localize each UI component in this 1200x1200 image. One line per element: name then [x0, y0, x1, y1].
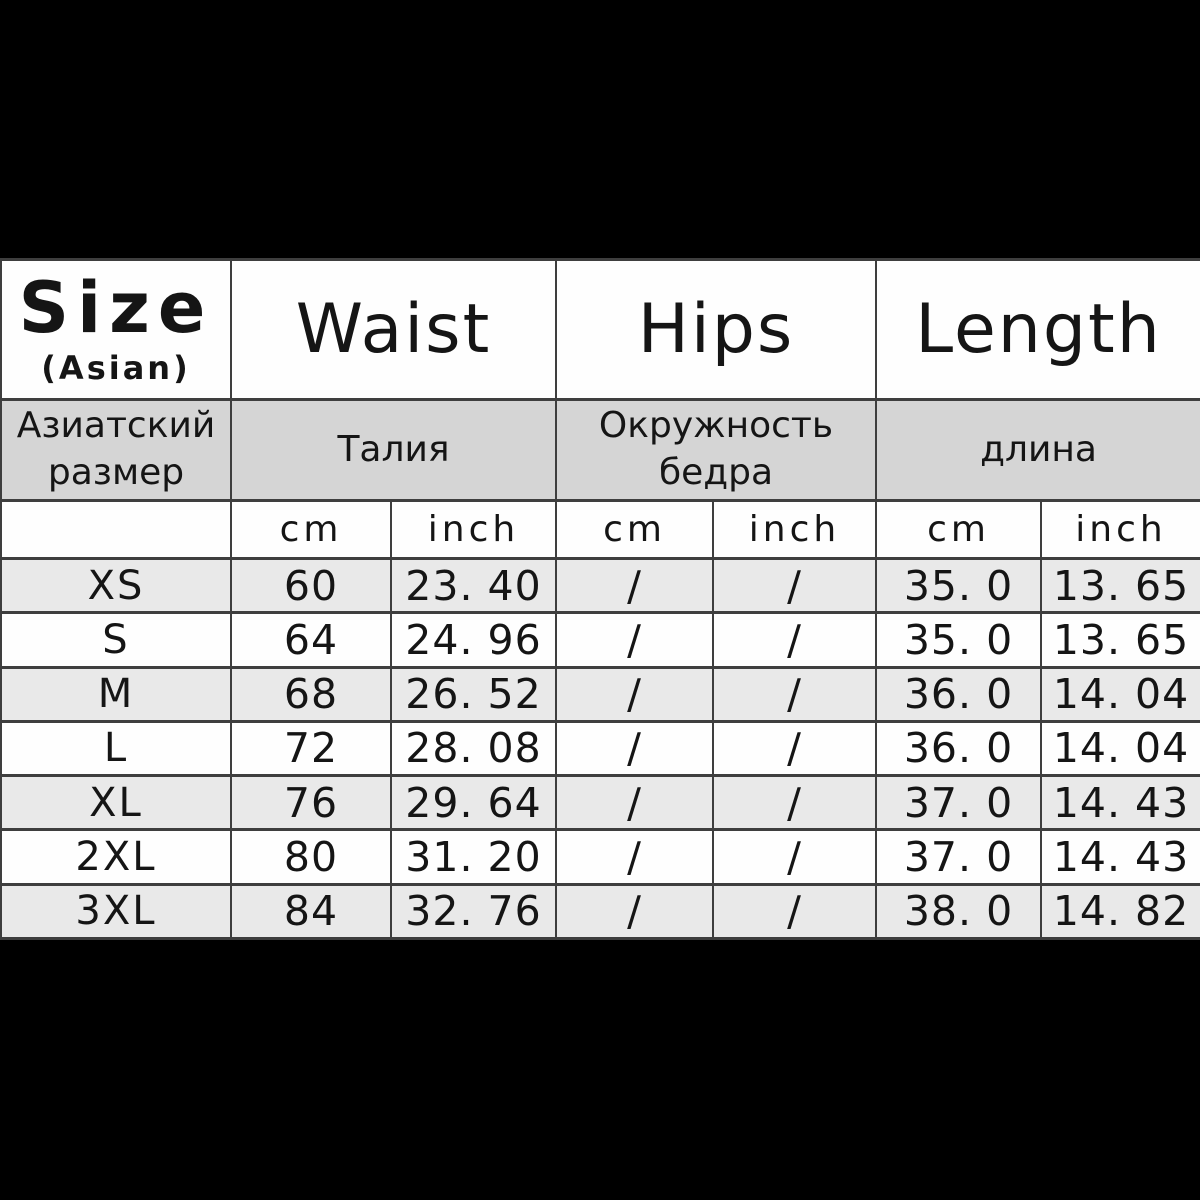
size-row-2xl: 2XL 80 31. 20 / / 37. 0 14. 43	[0, 828, 1200, 886]
hips-cm-value: /	[555, 774, 715, 832]
hips-cm-value: /	[555, 828, 715, 886]
header-hips-russian-cell: Окружность бедра	[555, 398, 878, 502]
length-cm-value: 35. 0	[875, 556, 1043, 615]
header-hips-russian-label: Окружность бедра	[598, 405, 834, 493]
hips-inch-value: /	[712, 828, 878, 886]
header-size-label: Size	[18, 266, 214, 349]
waist-cm-value: 84	[230, 882, 392, 941]
waist-cm-value: 76	[230, 774, 392, 832]
hips-inch-value: /	[712, 719, 878, 778]
length-cm-value: 37. 0	[875, 774, 1043, 832]
length-cm-value: 36. 0	[875, 719, 1043, 778]
header-size-cell: Size (Asian)	[0, 258, 232, 401]
length-inch-value: 14. 43	[1040, 774, 1200, 832]
size-row-3xl: 3XL 84 32. 76 / / 38. 0 14. 82	[0, 882, 1200, 941]
header-size-russian-label: Азиатский размер	[16, 405, 216, 493]
waist-inch-unit-label: inch	[389, 499, 558, 560]
waist-cm-value: 72	[230, 719, 392, 778]
length-cm-value: 37. 0	[875, 828, 1043, 886]
waist-cm-value: 64	[230, 611, 392, 669]
bottom-letterbox-bar	[0, 940, 1200, 1200]
size-value: XL	[0, 774, 232, 832]
length-cm-unit-label: cm	[875, 499, 1043, 560]
header-length-label: Length	[875, 258, 1200, 401]
length-inch-unit-label: inch	[1040, 499, 1200, 560]
waist-inch-value: 28. 08	[389, 719, 558, 778]
header-length-russian-label: длина	[980, 428, 1097, 470]
waist-inch-value: 26. 52	[389, 665, 558, 723]
header-size-asian-label: (Asian)	[41, 349, 191, 388]
length-inch-value: 14. 43	[1040, 828, 1200, 886]
hips-cm-value: /	[555, 665, 715, 723]
length-inch-value: 14. 04	[1040, 665, 1200, 723]
size-row-s: S 64 24. 96 / / 35. 0 13. 65	[0, 611, 1200, 669]
length-cm-value: 35. 0	[875, 611, 1043, 669]
waist-inch-value: 23. 40	[389, 556, 558, 615]
header-row-english: Size (Asian) Waist Hips Length	[0, 258, 1200, 401]
hips-inch-value: /	[712, 556, 878, 615]
hips-cm-value: /	[555, 611, 715, 669]
length-inch-value: 14. 04	[1040, 719, 1200, 778]
length-inch-value: 13. 65	[1040, 611, 1200, 669]
hips-inch-value: /	[712, 665, 878, 723]
size-row-m: M 68 26. 52 / / 36. 0 14. 04	[0, 665, 1200, 723]
header-waist-russian-label: Талия	[337, 428, 450, 470]
hips-inch-unit-label: inch	[712, 499, 878, 560]
size-value: 3XL	[0, 882, 232, 941]
hips-cm-unit-label: cm	[555, 499, 715, 560]
size-row-xl: XL 76 29. 64 / / 37. 0 14. 43	[0, 774, 1200, 832]
header-row-russian: Азиатский размер Талия Окружность бедра …	[0, 398, 1200, 502]
waist-inch-value: 32. 76	[389, 882, 558, 941]
header-length-russian-cell: длина	[875, 398, 1200, 502]
top-letterbox-bar	[0, 0, 1200, 258]
length-cm-value: 36. 0	[875, 665, 1043, 723]
hips-inch-value: /	[712, 882, 878, 941]
waist-cm-value: 60	[230, 556, 392, 615]
size-value: 2XL	[0, 828, 232, 886]
hips-inch-value: /	[712, 611, 878, 669]
units-empty-cell	[0, 499, 232, 560]
waist-inch-value: 31. 20	[389, 828, 558, 886]
units-row: cm inch cm inch cm inch	[0, 499, 1200, 560]
length-inch-value: 14. 82	[1040, 882, 1200, 941]
size-value: M	[0, 665, 232, 723]
size-value: L	[0, 719, 232, 778]
waist-cm-value: 80	[230, 828, 392, 886]
size-row-l: L 72 28. 08 / / 36. 0 14. 04	[0, 719, 1200, 778]
header-size-russian-cell: Азиатский размер	[0, 398, 232, 502]
size-value: XS	[0, 556, 232, 615]
size-value: S	[0, 611, 232, 669]
size-chart-table: Size (Asian) Waist Hips Length Азиатский…	[0, 258, 1200, 941]
waist-inch-value: 29. 64	[389, 774, 558, 832]
length-inch-value: 13. 65	[1040, 556, 1200, 615]
hips-inch-value: /	[712, 774, 878, 832]
waist-cm-unit-label: cm	[230, 499, 392, 560]
header-waist-russian-cell: Талия	[229, 398, 558, 502]
waist-inch-value: 24. 96	[389, 611, 558, 669]
hips-cm-value: /	[555, 719, 715, 778]
waist-cm-value: 68	[230, 665, 392, 723]
hips-cm-value: /	[555, 882, 715, 941]
length-cm-value: 38. 0	[875, 882, 1043, 941]
header-waist-label: Waist	[229, 258, 558, 401]
header-hips-label: Hips	[555, 258, 878, 401]
size-row-xs: XS 60 23. 40 / / 35. 0 13. 65	[0, 556, 1200, 615]
hips-cm-value: /	[555, 556, 715, 615]
